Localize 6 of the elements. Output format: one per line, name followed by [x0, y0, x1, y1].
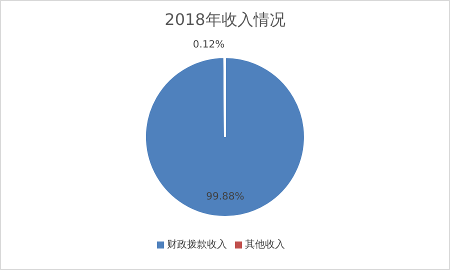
legend-label: 财政拨款收入 [167, 238, 227, 251]
pie-slice [144, 56, 306, 218]
data-label: 0.12% [192, 40, 225, 51]
legend-label: 其他收入 [245, 238, 285, 251]
data-label: 99.88% [206, 192, 244, 203]
chart-title: 2018年收入情况 [164, 10, 286, 29]
